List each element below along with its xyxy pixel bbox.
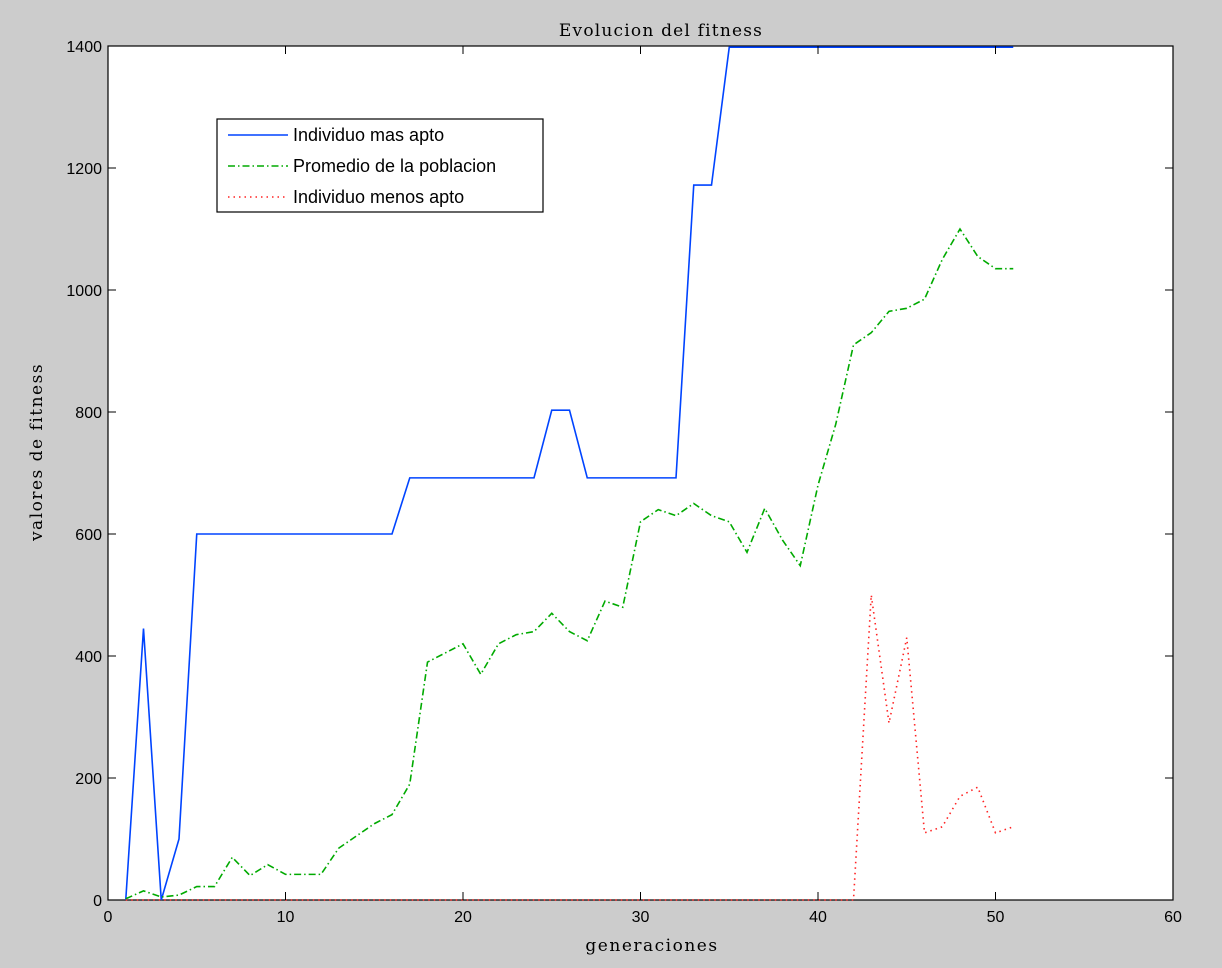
y-tick-label: 400 [75, 649, 102, 666]
series-layer [124, 46, 1014, 901]
x-tick-label: 20 [454, 909, 472, 926]
x-tick-label: 10 [277, 909, 295, 926]
legend-entries: Individuo mas apto Promedio de la poblaci… [228, 125, 496, 207]
x-tick-label: 40 [809, 909, 827, 926]
x-tick-label: 50 [987, 909, 1005, 926]
legend-label-3: Individuo menos apto [293, 187, 464, 207]
y-tick-label: 800 [75, 405, 102, 422]
x-tick-label: 60 [1164, 909, 1182, 926]
series-line-2 [125, 227, 1014, 900]
x-tick-label: 0 [104, 909, 113, 926]
y-tick-label: 1400 [66, 39, 102, 56]
y-tick-label: 600 [75, 527, 102, 544]
y-tick-label: 1200 [66, 161, 102, 178]
chart-title: Evolucion del fitness [559, 21, 763, 41]
legend-label-1: Individuo mas apto [293, 125, 444, 145]
y-tick-label: 1000 [66, 283, 102, 300]
y-tick-label: 0 [93, 893, 102, 910]
x-axis-title: generaciones [585, 936, 718, 956]
legend: Individuo mas apto Promedio de la poblaci… [216, 118, 544, 213]
y-axis-title: valores de fitness [27, 363, 47, 542]
series-line-1 [124, 46, 1014, 901]
legend-label-2: Promedio de la poblacion [293, 156, 496, 176]
y-tick-label: 200 [75, 771, 102, 788]
x-tick-label: 30 [632, 909, 650, 926]
